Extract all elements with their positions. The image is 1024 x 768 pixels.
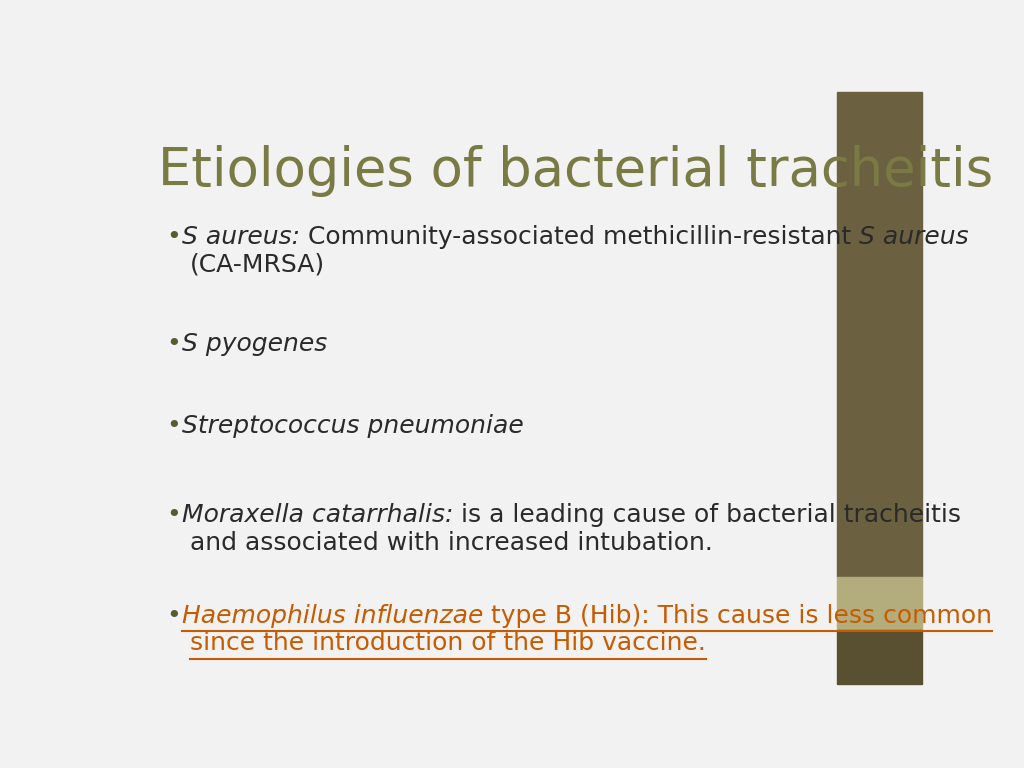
Bar: [837, 92, 922, 577]
Text: and associated with increased intubation.: and associated with increased intubation…: [189, 531, 713, 554]
Text: (CA-MRSA): (CA-MRSA): [189, 253, 325, 276]
Text: •: •: [166, 332, 181, 356]
Text: •: •: [166, 604, 181, 627]
Text: Moraxella catarrhalis:: Moraxella catarrhalis:: [182, 503, 454, 527]
Text: Etiologies of bacterial tracheitis: Etiologies of bacterial tracheitis: [158, 145, 993, 197]
Text: •: •: [166, 415, 181, 439]
Text: since the introduction of the Hib vaccine.: since the introduction of the Hib vaccin…: [189, 631, 706, 655]
Text: Haemophilus influenzae: Haemophilus influenzae: [182, 604, 483, 627]
Text: S pyogenes: S pyogenes: [182, 332, 328, 356]
Text: •: •: [166, 225, 181, 249]
Text: Community-associated methicillin-resistant: Community-associated methicillin-resista…: [300, 225, 859, 249]
Text: S aureus: S aureus: [859, 225, 969, 249]
Text: type B (Hib): This cause is less common: type B (Hib): This cause is less common: [483, 604, 992, 627]
Bar: [837, 631, 922, 684]
Text: Streptococcus pneumoniae: Streptococcus pneumoniae: [182, 415, 523, 439]
Bar: [837, 577, 922, 631]
Text: S aureus:: S aureus:: [182, 225, 300, 249]
Text: is a leading cause of bacterial tracheitis: is a leading cause of bacterial tracheit…: [454, 503, 962, 527]
Text: •: •: [166, 503, 181, 527]
